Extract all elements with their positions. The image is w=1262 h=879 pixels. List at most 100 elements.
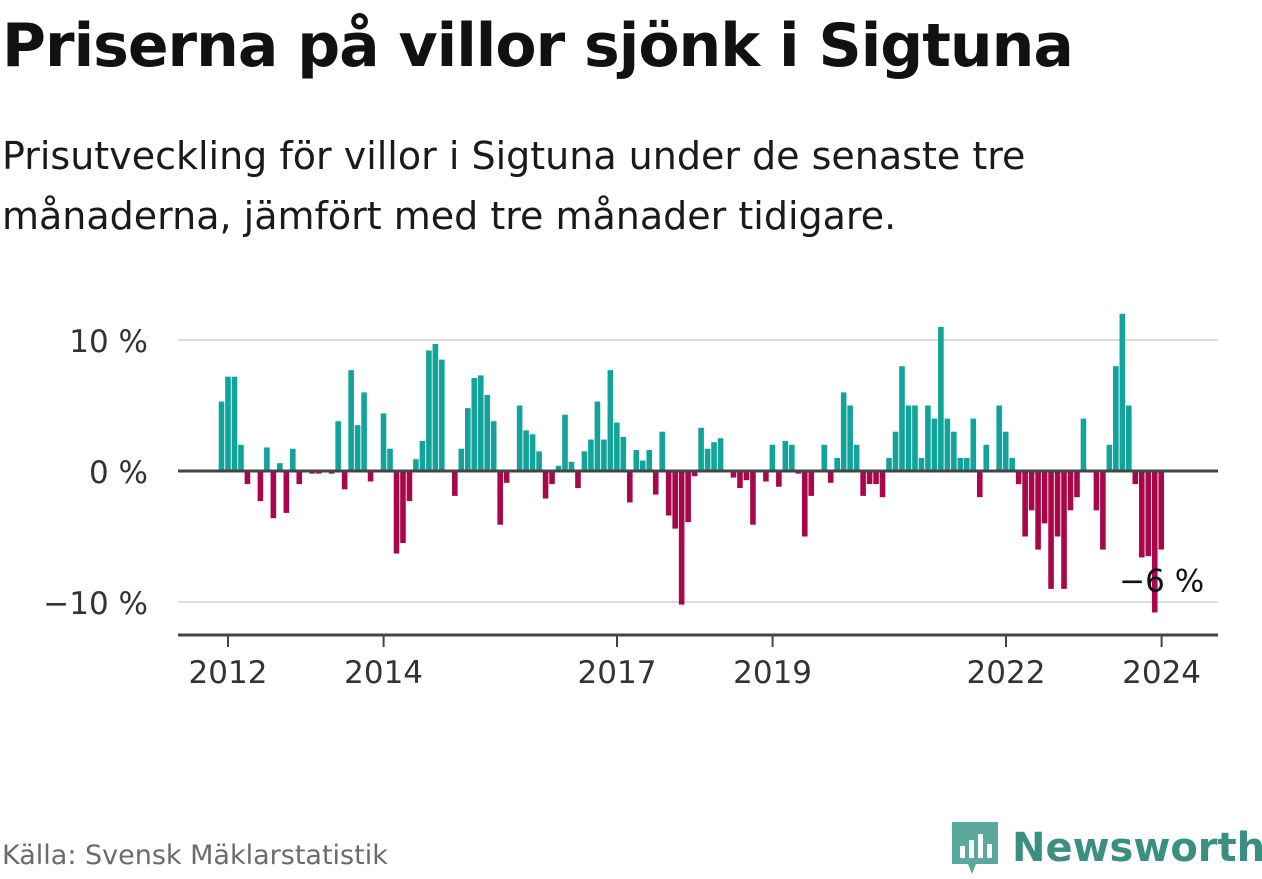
bar <box>406 471 413 502</box>
bar <box>970 418 977 471</box>
bar <box>354 425 361 471</box>
bar <box>853 444 860 471</box>
bar <box>523 430 529 471</box>
bar <box>646 450 653 471</box>
bar <box>639 460 646 471</box>
bar <box>951 431 957 471</box>
bar <box>737 471 743 489</box>
bar <box>1067 471 1074 511</box>
chart-title: Priserna på villor sjönk i Sigtuna <box>2 11 1074 81</box>
bar <box>588 439 594 471</box>
brand-logo: Newsworthy <box>950 818 1262 878</box>
bar <box>594 401 601 471</box>
bar <box>957 457 964 471</box>
bar <box>763 471 769 482</box>
bar <box>413 459 419 471</box>
bar <box>393 471 400 554</box>
bar <box>1119 313 1126 471</box>
bar <box>944 418 951 471</box>
bar <box>601 439 607 471</box>
bar <box>367 471 374 482</box>
bar <box>1113 366 1119 471</box>
bar <box>471 377 478 471</box>
bar <box>1028 471 1035 511</box>
gridlines <box>178 339 1218 603</box>
bar <box>847 405 853 471</box>
bar <box>432 343 439 471</box>
x-tick-label: 2022 <box>967 655 1046 691</box>
bar <box>782 440 789 471</box>
bar <box>827 471 834 483</box>
bar <box>1106 444 1113 471</box>
bar <box>419 440 426 471</box>
bar <box>730 471 737 478</box>
bar <box>296 471 303 485</box>
bar <box>581 451 588 471</box>
bar <box>555 465 562 471</box>
bar <box>341 471 348 490</box>
bar <box>899 366 905 471</box>
x-tick-label: 2012 <box>189 655 268 691</box>
axes <box>178 469 1218 647</box>
bar <box>938 326 944 471</box>
bar <box>529 434 536 471</box>
bar <box>1009 457 1015 471</box>
bar <box>925 405 931 471</box>
bar-chart: 10 % 0 % −10 % 2012 2014 2017 2019 2022 2024 −6 % <box>43 313 1218 691</box>
bar <box>976 471 983 498</box>
chart-subtitle: Prisutveckling för villor i Sigtuna unde… <box>2 134 1026 238</box>
bar <box>743 471 750 481</box>
bar <box>873 471 879 485</box>
bar <box>614 422 620 471</box>
bar <box>1145 471 1152 557</box>
bar <box>931 418 938 471</box>
bar <box>1151 471 1158 613</box>
bar <box>711 442 717 471</box>
bar <box>678 471 685 605</box>
bar <box>380 413 387 471</box>
bar <box>1100 471 1106 550</box>
bar <box>387 448 393 471</box>
bar <box>400 471 406 544</box>
bar <box>652 471 659 495</box>
bar <box>879 471 886 498</box>
bar <box>1054 471 1061 537</box>
bar <box>542 471 549 499</box>
x-tick-label: 2024 <box>1122 655 1201 691</box>
bar <box>1093 471 1100 511</box>
bar <box>218 401 225 471</box>
bar <box>1158 471 1165 550</box>
bar <box>1138 471 1145 558</box>
bar <box>808 471 815 496</box>
brand-name: Newsworthy <box>1012 825 1262 871</box>
bar <box>497 471 503 525</box>
bar <box>607 370 614 471</box>
bar <box>620 436 627 471</box>
bar <box>283 471 290 513</box>
bar <box>231 376 238 471</box>
bar <box>964 457 970 471</box>
bar <box>477 375 484 471</box>
bar <box>568 461 575 471</box>
bar <box>257 471 264 502</box>
bar <box>335 421 341 471</box>
bar <box>659 431 666 471</box>
bar <box>458 448 465 471</box>
y-tick-label: 0 % <box>89 455 148 491</box>
bar <box>698 427 704 471</box>
bar <box>1015 471 1022 485</box>
bar <box>1074 471 1080 498</box>
bar <box>1022 471 1028 537</box>
bar <box>905 405 912 471</box>
bar <box>821 444 828 471</box>
bar <box>503 471 510 483</box>
bars <box>218 313 1165 613</box>
bar <box>277 463 283 471</box>
bar <box>860 471 866 496</box>
bar <box>290 448 296 471</box>
bar <box>225 376 231 471</box>
last-value-label: −6 % <box>1119 564 1204 600</box>
bar <box>983 444 990 471</box>
bar <box>238 444 244 471</box>
bar <box>426 350 432 471</box>
